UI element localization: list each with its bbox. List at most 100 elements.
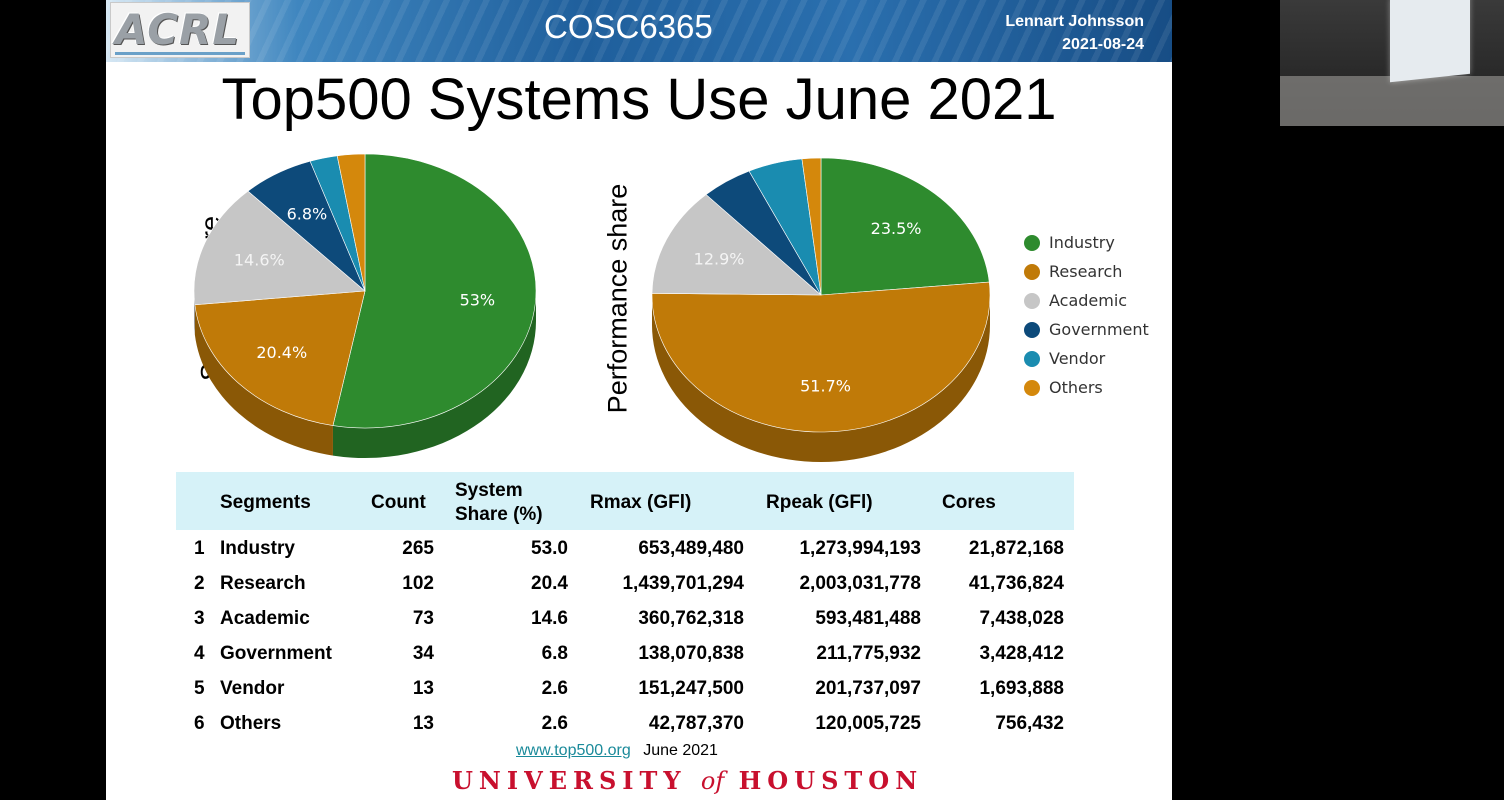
- table-cell: 13: [412, 678, 434, 699]
- legend-item-research: Research: [1024, 257, 1149, 286]
- source-date: June 2021: [643, 742, 718, 759]
- pie0-side-academic: [194, 291, 195, 335]
- table-cell: 1,439,701,294: [622, 573, 744, 594]
- table-cell: 2.6: [541, 678, 568, 699]
- pie0-side-industry: [332, 291, 536, 458]
- webcam-wall: [1280, 76, 1504, 126]
- pie0-slice-research: [194, 290, 366, 426]
- table-cell: 3,428,412: [979, 643, 1064, 664]
- legend-swatch: [1024, 292, 1040, 309]
- header-cores: Cores: [942, 492, 996, 513]
- banner-pattern: [106, 0, 1172, 62]
- author-name: Lennart Johnsson: [1005, 13, 1144, 30]
- pie1-label-academic: 12.9%: [694, 249, 745, 268]
- pie0-label-research: 20.4%: [256, 343, 307, 362]
- legend-swatch: [1024, 379, 1040, 396]
- header-system-share: System Share (%): [455, 480, 543, 525]
- table-cell: 756,432: [995, 713, 1064, 734]
- slide-title: Top500 Systems Use June 2021: [221, 67, 1057, 132]
- table-cell: 5: [194, 678, 205, 699]
- legend-item-industry: Industry: [1024, 228, 1149, 257]
- table-cell: 120,005,725: [815, 713, 921, 734]
- table-cell: 265: [402, 538, 434, 559]
- pie0-slice-others: [336, 153, 366, 292]
- table-cell: Vendor: [220, 678, 285, 699]
- slide: ACRL COSC6365 Lennart Johnsson 2021-08-2…: [106, 0, 1172, 800]
- pie0-slice-industry: [332, 153, 537, 429]
- table-cell: 34: [412, 643, 434, 664]
- uh-word-houston: HOUSTON: [738, 766, 924, 795]
- top500-link[interactable]: www.top500.org: [516, 742, 631, 759]
- legend-item-academic: Academic: [1024, 286, 1149, 315]
- table-cell: 360,762,318: [638, 608, 744, 629]
- header-count: Count: [371, 492, 426, 513]
- table-cell: 2,003,031,778: [799, 573, 921, 594]
- table-cell: 138,070,838: [638, 643, 744, 664]
- table-cell: Government: [220, 643, 332, 664]
- pie-charts: 53% 20.4% 14.6% 6.8% 23.5% 51.7% 12.9%: [193, 153, 991, 462]
- pie1-label-research: 51.7%: [800, 376, 851, 395]
- pie1-slice-research: [651, 281, 991, 433]
- table-cell: 21,872,168: [968, 538, 1064, 559]
- table-cell: 42,787,370: [648, 713, 744, 734]
- legend: Industry Research Academic Government Vendor…: [1024, 228, 1149, 402]
- pie1-slice-academic: [651, 194, 822, 296]
- author-block: Lennart Johnsson 2021-08-24: [1005, 10, 1144, 56]
- header-rmax: Rmax (GFl): [590, 492, 692, 513]
- university-of-houston-logo: UNIVERSITY of HOUSTON: [452, 766, 923, 795]
- pie1-slice-industry: [820, 157, 990, 296]
- table-cell: 653,489,480: [638, 538, 744, 559]
- legend-label: Research: [1049, 262, 1123, 281]
- legend-swatch: [1024, 263, 1040, 280]
- table-cell: 2.6: [541, 713, 568, 734]
- table-cell: 211,775,932: [816, 643, 921, 664]
- table-cell: 3: [194, 608, 205, 629]
- legend-label: Others: [1049, 378, 1103, 397]
- table-cell: 102: [402, 573, 434, 594]
- pie0-label-academic: 14.6%: [234, 250, 285, 269]
- table-cell: 20.4: [531, 573, 568, 594]
- table-cell: 4: [194, 643, 205, 664]
- legend-item-government: Government: [1024, 315, 1149, 344]
- pie0-label-industry: 53%: [460, 291, 496, 310]
- table-cell: 2: [194, 573, 205, 594]
- table-cell: 201,737,097: [815, 678, 921, 699]
- table-cell: 151,247,500: [638, 678, 744, 699]
- table-cell: 1: [194, 538, 205, 559]
- legend-swatch: [1024, 321, 1040, 338]
- table-cell: 1,273,994,193: [799, 538, 921, 559]
- table-cell: 13: [412, 713, 434, 734]
- legend-item-vendor: Vendor: [1024, 344, 1149, 373]
- table-header: Segments Count System Share (%) Rmax (GF…: [176, 472, 1074, 530]
- webcam-projector-screen: [1390, 0, 1470, 83]
- table-cell: Academic: [220, 608, 310, 629]
- header-rpeak: Rpeak (GFl): [766, 492, 873, 513]
- acrl-logo: ACRL: [110, 2, 250, 58]
- pie0-side-research: [194, 304, 333, 456]
- legend-label: Vendor: [1049, 349, 1106, 368]
- table-cell: 53.0: [531, 538, 568, 559]
- logo-text: ACRL: [115, 5, 241, 54]
- pie1-slice-others: [801, 157, 822, 296]
- legend-label: Academic: [1049, 291, 1128, 310]
- legend-label: Government: [1049, 320, 1149, 339]
- table-cell: Industry: [220, 538, 295, 559]
- slide-date: 2021-08-24: [1062, 36, 1144, 53]
- table-cell: Research: [220, 573, 306, 594]
- webcam-video: [1280, 0, 1504, 126]
- logo-underline: [115, 52, 245, 55]
- table-cell: 593,481,488: [815, 608, 921, 629]
- table-cell: 1,693,888: [979, 678, 1064, 699]
- legend-swatch: [1024, 234, 1040, 251]
- table-cell: 6: [194, 713, 205, 734]
- course-code: COSC6365: [544, 8, 713, 45]
- table-cell: 73: [412, 608, 434, 629]
- table-cell: Others: [220, 713, 282, 734]
- header-banner: ACRL COSC6365 Lennart Johnsson 2021-08-2…: [106, 0, 1172, 62]
- legend-swatch: [1024, 350, 1040, 367]
- header-segments: Segments: [220, 492, 311, 513]
- pie1-side-research: [652, 295, 990, 462]
- table-cell: 6.8: [541, 643, 568, 664]
- table-cell: 41,736,824: [968, 573, 1064, 594]
- table-cell: 14.6: [531, 608, 568, 629]
